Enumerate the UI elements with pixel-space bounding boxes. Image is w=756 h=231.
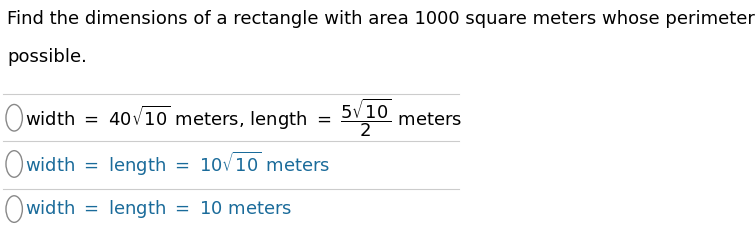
Text: width $=$ length $=$ 10$\sqrt{10}$ meters: width $=$ length $=$ 10$\sqrt{10}$ meter…	[25, 150, 330, 178]
Text: Find the dimensions of a rectangle with area 1000 square meters whose perimeter : Find the dimensions of a rectangle with …	[8, 9, 756, 27]
Text: possible.: possible.	[8, 48, 87, 66]
Text: width $=$ length $=$ 10 meters: width $=$ length $=$ 10 meters	[25, 198, 292, 220]
Text: width $=$ 40$\sqrt{10}$ meters, length $=$ $\dfrac{5\sqrt{10}}{2}$ meters: width $=$ 40$\sqrt{10}$ meters, length $…	[25, 96, 462, 139]
